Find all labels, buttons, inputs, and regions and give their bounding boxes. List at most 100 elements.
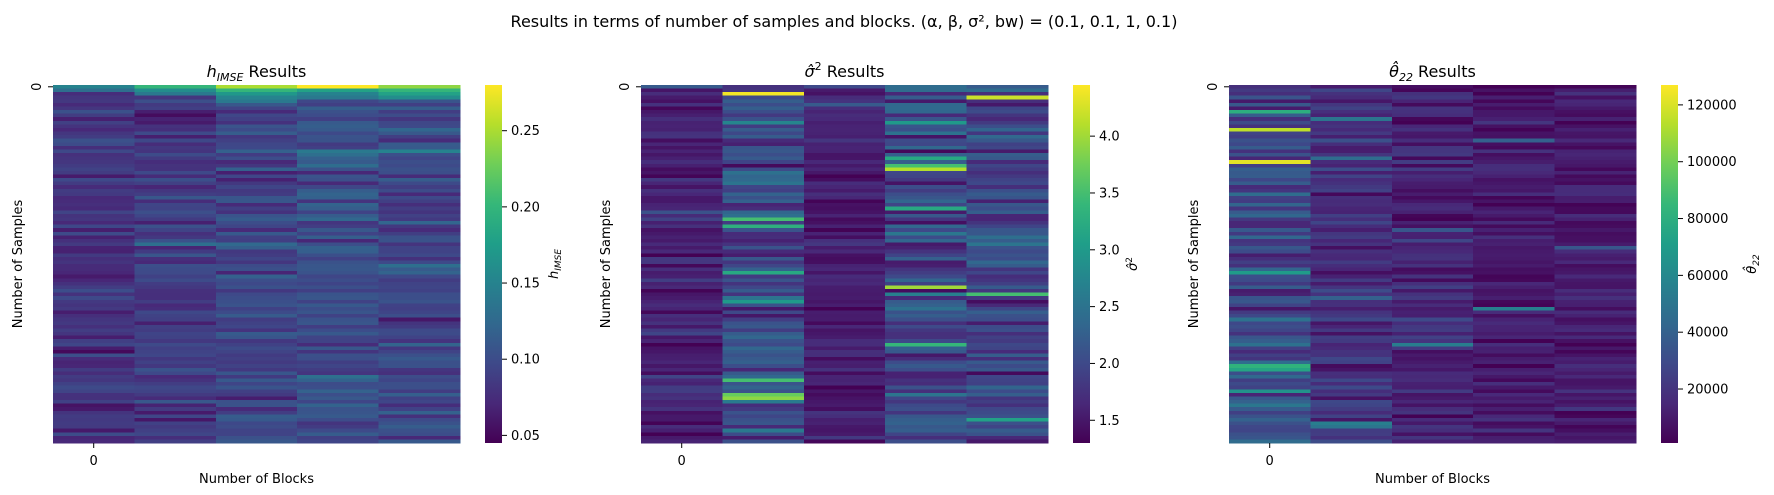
- heatmap-cell: [134, 382, 217, 387]
- heatmap-cell: [1473, 264, 1555, 268]
- heatmap-cell: [803, 439, 886, 444]
- heatmap-cell: [1310, 435, 1393, 440]
- heatmap-cell: [134, 192, 217, 197]
- heatmap-cell: [722, 374, 805, 379]
- heatmap-cell: [803, 400, 886, 404]
- heatmap-cell: [803, 113, 886, 118]
- heatmap-cell: [1473, 142, 1555, 147]
- colorbar-tick-label: 4.0: [1099, 130, 1120, 145]
- heatmap-cell: [1554, 317, 1637, 322]
- heatmap-cell: [53, 102, 135, 107]
- heatmap-cell: [885, 425, 967, 429]
- heatmap-cell: [1310, 99, 1393, 104]
- heatmap-cell: [297, 346, 379, 351]
- heatmap-cell: [803, 407, 886, 412]
- heatmap-cell: [885, 339, 967, 344]
- heatmap-cell: [1473, 238, 1555, 243]
- heatmap-cell: [966, 371, 1049, 376]
- heatmap-cell: [1473, 367, 1555, 372]
- heatmap-cell: [966, 385, 1049, 390]
- heatmap-cell: [297, 99, 379, 104]
- heatmap-cell: [966, 210, 1049, 215]
- heatmap-cell: [215, 120, 298, 125]
- colorbar-tick-label: 20000: [1687, 383, 1728, 398]
- heatmap-cell: [803, 299, 886, 304]
- heatmap-cell: [1473, 342, 1555, 347]
- heatmap-cell: [1554, 396, 1637, 401]
- heatmap-cell: [53, 235, 135, 240]
- heatmap-cell: [1229, 185, 1311, 190]
- heatmap-cell: [215, 339, 298, 344]
- heatmap-cell: [134, 274, 217, 279]
- heatmap-cell: [966, 317, 1049, 322]
- heatmap-cell: [722, 163, 805, 168]
- heatmap-cell: [966, 292, 1049, 297]
- heatmap-cell: [53, 92, 135, 97]
- heatmap-cell: [885, 328, 967, 333]
- heatmap-cell: [215, 131, 298, 136]
- heatmap-cell: [1473, 135, 1555, 139]
- colorbar-tick-label: 40000: [1687, 326, 1728, 341]
- heatmap-cell: [297, 414, 379, 419]
- heatmap-cell: [803, 142, 886, 147]
- heatmap-cell: [215, 299, 298, 304]
- heatmap-cell: [378, 260, 461, 265]
- heatmap-cell: [134, 88, 217, 93]
- heatmap-cell: [641, 156, 723, 161]
- heatmap-cell: [1310, 274, 1393, 279]
- heatmap-cell: [1473, 117, 1555, 122]
- heatmap-cell: [1229, 210, 1311, 215]
- x-tick-label: 0: [1266, 454, 1274, 469]
- heatmap-cell: [378, 142, 461, 147]
- heatmap-cell: [53, 203, 135, 208]
- heatmap-cell: [641, 217, 723, 222]
- heatmap-cell: [297, 110, 379, 114]
- heatmap-cell: [1473, 324, 1555, 329]
- heatmap-cell: [378, 253, 461, 258]
- heatmap-cell: [1391, 417, 1474, 422]
- heatmap-cell: [641, 417, 723, 422]
- heatmap-cell: [803, 414, 886, 419]
- heatmap-cell: [1229, 407, 1311, 412]
- heatmap-cell: [378, 360, 461, 365]
- heatmap-cell: [134, 267, 217, 272]
- heatmap-cell: [1310, 102, 1393, 107]
- heatmap-cell: [641, 296, 723, 301]
- heatmap-cell: [53, 163, 135, 168]
- heatmap-cell: [134, 421, 217, 426]
- heatmap-cell: [53, 110, 135, 114]
- heatmap-cell: [1554, 328, 1637, 333]
- heatmap-cell: [1310, 296, 1393, 301]
- heatmap-cell: [1391, 403, 1474, 408]
- heatmap-cell: [641, 124, 723, 129]
- heatmap-cell: [53, 117, 135, 122]
- heatmap-cell: [1310, 221, 1393, 225]
- heatmap-cell: [966, 242, 1049, 247]
- heatmap-cell: [803, 417, 886, 422]
- heatmap-cell: [378, 99, 461, 104]
- heatmap-cell: [722, 231, 805, 236]
- heatmap-cell: [885, 228, 967, 233]
- heatmap-cell: [1554, 378, 1637, 383]
- heatmap-cell: [215, 392, 298, 397]
- heatmap-cell: [297, 174, 379, 179]
- heatmap-cell: [1473, 167, 1555, 172]
- heatmap-cell: [641, 332, 723, 336]
- heatmap-cell: [215, 396, 298, 401]
- heatmap-cell: [1473, 335, 1555, 340]
- heatmap-cell: [641, 117, 723, 122]
- heatmap-cell: [885, 346, 967, 351]
- heatmap-cell: [53, 378, 135, 383]
- heatmap-cell: [1473, 267, 1555, 272]
- heatmap-cell: [378, 392, 461, 397]
- heatmap-cell: [966, 400, 1049, 404]
- heatmap-cell: [722, 95, 805, 100]
- heatmap-cell: [1229, 260, 1311, 265]
- heatmap-cell: [378, 306, 461, 311]
- heatmap-cell: [378, 432, 461, 437]
- heatmap-cell: [134, 249, 217, 254]
- heatmap-cell: [1391, 181, 1474, 186]
- heatmap-cell: [53, 382, 135, 387]
- heatmap-cell: [885, 117, 967, 122]
- heatmap-cell: [53, 281, 135, 286]
